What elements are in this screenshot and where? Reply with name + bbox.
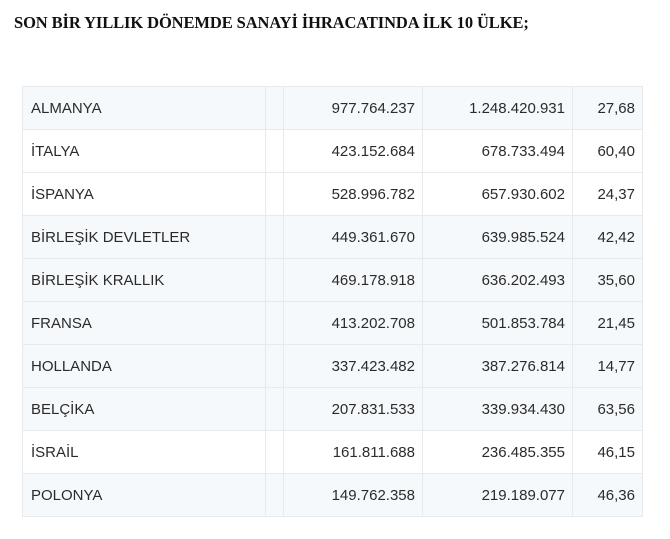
blank-cell	[265, 387, 284, 431]
country-cell: POLONYA	[22, 473, 266, 517]
value-prev-cell: 207.831.533	[283, 387, 423, 431]
value-prev-cell: 977.764.237	[283, 86, 423, 130]
country-cell: BİRLEŞİK DEVLETLER	[22, 215, 266, 259]
value-curr-cell: 236.485.355	[422, 430, 573, 474]
country-cell: İTALYA	[22, 129, 266, 173]
blank-cell	[265, 86, 284, 130]
value-prev-cell: 469.178.918	[283, 258, 423, 302]
country-cell: FRANSA	[22, 301, 266, 345]
table-row: ALMANYA 977.764.237 1.248.420.931 27,68	[22, 86, 643, 130]
change-pct-cell: 21,45	[572, 301, 643, 345]
change-pct-cell: 35,60	[572, 258, 643, 302]
change-pct-cell: 42,42	[572, 215, 643, 259]
value-curr-cell: 639.985.524	[422, 215, 573, 259]
value-curr-cell: 339.934.430	[422, 387, 573, 431]
blank-cell	[265, 215, 284, 259]
value-curr-cell: 387.276.814	[422, 344, 573, 388]
table-row: İTALYA 423.152.684 678.733.494 60,40	[22, 129, 643, 173]
table-row: HOLLANDA 337.423.482 387.276.814 14,77	[22, 344, 643, 388]
change-pct-cell: 27,68	[572, 86, 643, 130]
blank-cell	[265, 344, 284, 388]
table-row: BİRLEŞİK DEVLETLER 449.361.670 639.985.5…	[22, 215, 643, 259]
value-prev-cell: 413.202.708	[283, 301, 423, 345]
export-table-container: ALMANYA 977.764.237 1.248.420.931 27,68 …	[22, 86, 643, 517]
change-pct-cell: 63,56	[572, 387, 643, 431]
blank-cell	[265, 473, 284, 517]
change-pct-cell: 24,37	[572, 172, 643, 216]
blank-cell	[265, 129, 284, 173]
country-cell: BELÇİKA	[22, 387, 266, 431]
table-row: İSPANYA 528.996.782 657.930.602 24,37	[22, 172, 643, 216]
country-cell: HOLLANDA	[22, 344, 266, 388]
country-cell: İSRAİL	[22, 430, 266, 474]
blank-cell	[265, 172, 284, 216]
table-row: İSRAİL 161.811.688 236.485.355 46,15	[22, 430, 643, 474]
value-prev-cell: 423.152.684	[283, 129, 423, 173]
value-curr-cell: 1.248.420.931	[422, 86, 573, 130]
value-prev-cell: 449.361.670	[283, 215, 423, 259]
value-curr-cell: 636.202.493	[422, 258, 573, 302]
change-pct-cell: 14,77	[572, 344, 643, 388]
page-title: SON BİR YILLIK DÖNEMDE SANAYİ İHRACATIND…	[14, 13, 529, 32]
country-cell: İSPANYA	[22, 172, 266, 216]
table-row: POLONYA 149.762.358 219.189.077 46,36	[22, 473, 643, 517]
value-curr-cell: 219.189.077	[422, 473, 573, 517]
export-table: ALMANYA 977.764.237 1.248.420.931 27,68 …	[22, 86, 643, 517]
blank-cell	[265, 258, 284, 302]
value-prev-cell: 161.811.688	[283, 430, 423, 474]
value-prev-cell: 337.423.482	[283, 344, 423, 388]
value-prev-cell: 528.996.782	[283, 172, 423, 216]
change-pct-cell: 46,36	[572, 473, 643, 517]
value-curr-cell: 501.853.784	[422, 301, 573, 345]
blank-cell	[265, 301, 284, 345]
country-cell: ALMANYA	[22, 86, 266, 130]
change-pct-cell: 46,15	[572, 430, 643, 474]
table-row: FRANSA 413.202.708 501.853.784 21,45	[22, 301, 643, 345]
value-curr-cell: 657.930.602	[422, 172, 573, 216]
value-prev-cell: 149.762.358	[283, 473, 423, 517]
change-pct-cell: 60,40	[572, 129, 643, 173]
country-cell: BİRLEŞİK KRALLIK	[22, 258, 266, 302]
table-row: BELÇİKA 207.831.533 339.934.430 63,56	[22, 387, 643, 431]
table-body: ALMANYA 977.764.237 1.248.420.931 27,68 …	[22, 86, 643, 517]
blank-cell	[265, 430, 284, 474]
value-curr-cell: 678.733.494	[422, 129, 573, 173]
table-row: BİRLEŞİK KRALLIK 469.178.918 636.202.493…	[22, 258, 643, 302]
